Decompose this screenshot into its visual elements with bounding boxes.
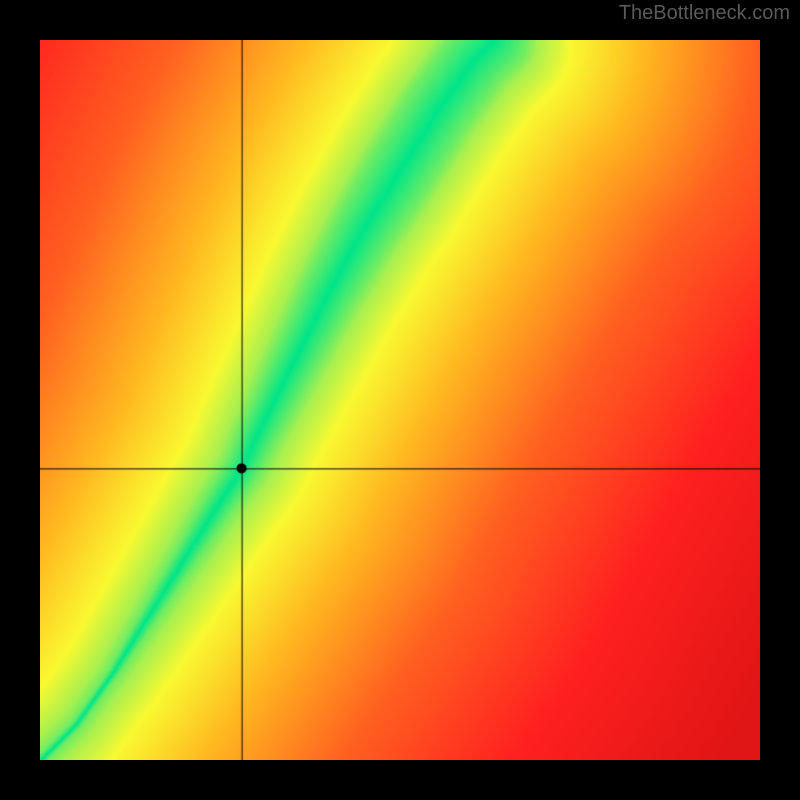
heatmap-plot xyxy=(40,40,760,760)
heatmap-canvas xyxy=(40,40,760,760)
chart-container: TheBottleneck.com xyxy=(0,0,800,800)
watermark-text: TheBottleneck.com xyxy=(619,2,790,25)
